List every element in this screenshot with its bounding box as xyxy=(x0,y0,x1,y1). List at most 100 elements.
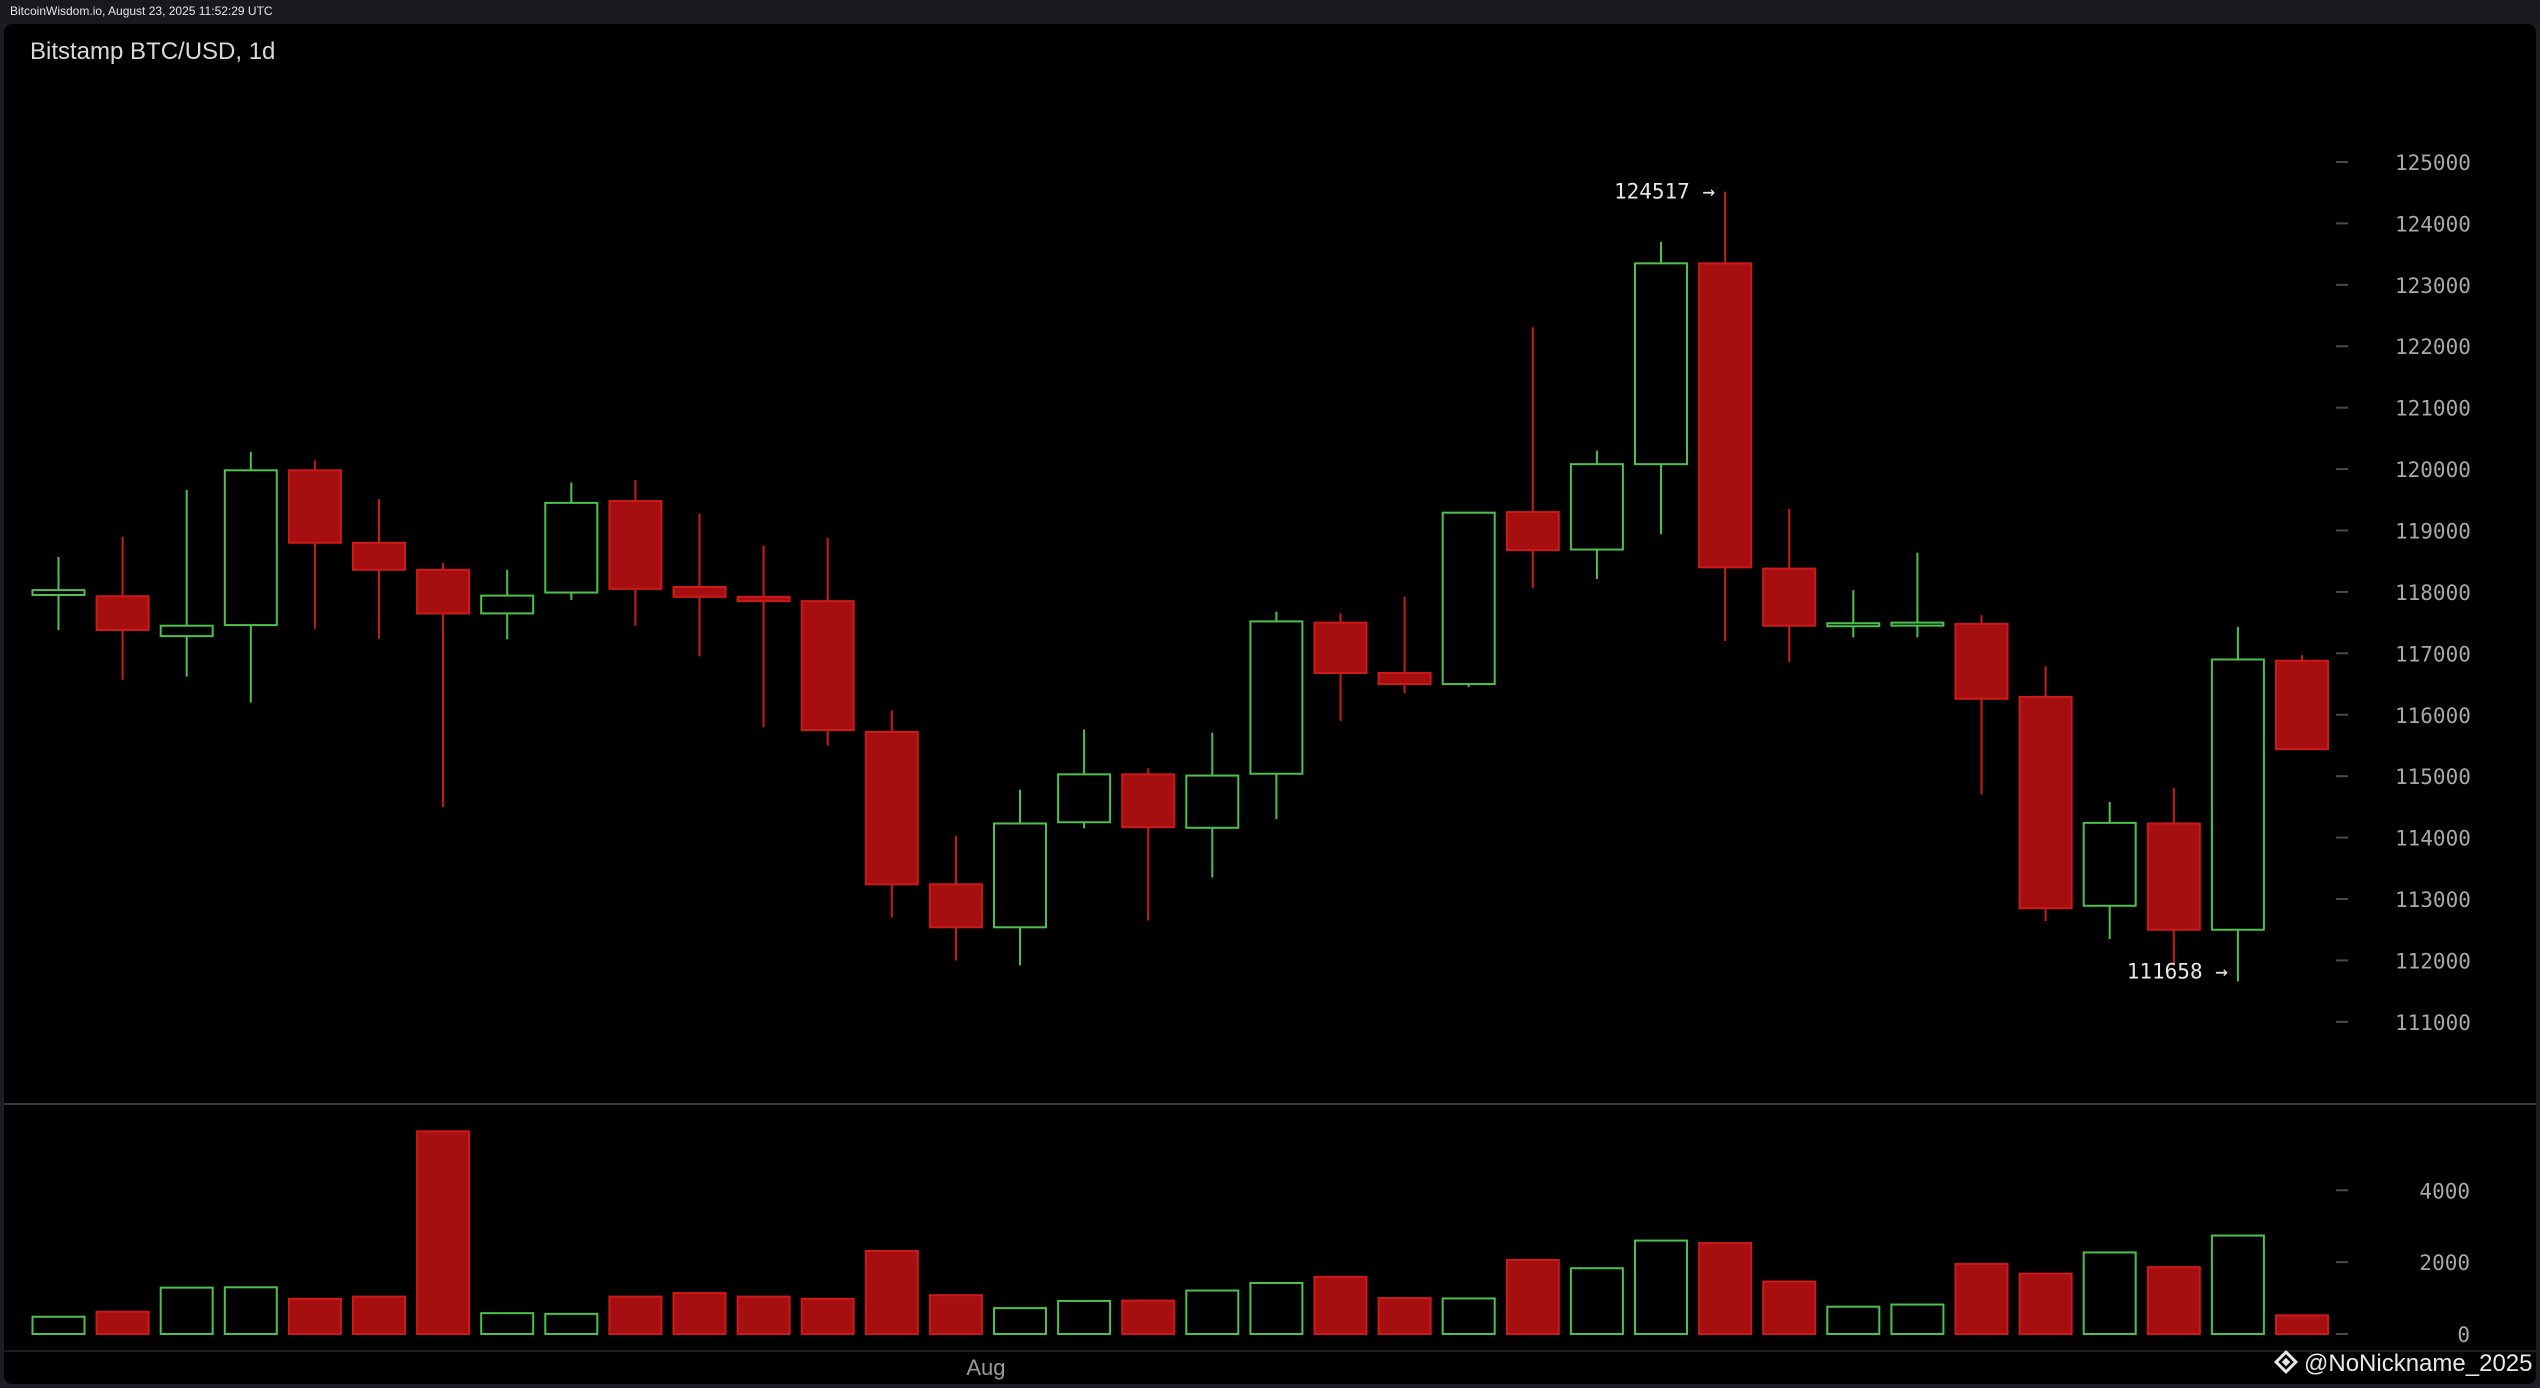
candle-body xyxy=(352,541,406,571)
volume-bar xyxy=(864,1249,919,1335)
candle-body xyxy=(993,822,1047,929)
price-tick-label: 120000 xyxy=(2395,458,2471,482)
volume-bar xyxy=(480,1312,535,1335)
volume-bar xyxy=(1826,1305,1881,1336)
candle xyxy=(993,789,1047,966)
volume-tick-label: 4000 xyxy=(2419,1179,2470,1203)
candle xyxy=(736,545,791,728)
candle-body xyxy=(480,594,535,615)
candle xyxy=(159,489,214,677)
candle xyxy=(1121,768,1176,921)
candle-body xyxy=(95,595,150,632)
candle-body xyxy=(1313,621,1368,674)
volume-bar xyxy=(672,1292,727,1335)
volume-bar xyxy=(1634,1239,1688,1336)
candle xyxy=(1377,596,1432,694)
volume-bar xyxy=(1954,1262,2009,1336)
volume-bar xyxy=(2018,1272,2073,1336)
volume-bar xyxy=(1569,1267,1624,1335)
candle xyxy=(1698,191,1753,642)
price-tick-label: 118000 xyxy=(2395,581,2471,605)
candle-body xyxy=(1698,262,1753,569)
volume-bar xyxy=(159,1286,214,1336)
candle xyxy=(2146,787,2201,966)
volume-tick-label: 2000 xyxy=(2419,1251,2470,1275)
candle-body xyxy=(544,501,599,594)
candle xyxy=(608,480,663,626)
candle-body xyxy=(416,568,471,615)
candlestick-chart[interactable]: Bitstamp BTC/USD, 1d 1110001120001130001… xyxy=(0,24,2540,1388)
price-tick-label: 112000 xyxy=(2395,949,2471,973)
price-tick-label: 123000 xyxy=(2395,274,2471,298)
candle-body xyxy=(736,595,791,603)
candle-body xyxy=(1634,262,1688,466)
candle xyxy=(672,513,727,657)
candle-body xyxy=(2210,658,2265,931)
price-annotation: 124517 → xyxy=(1614,180,1715,204)
volume-tick-label: 0 xyxy=(2457,1323,2470,1347)
candle xyxy=(352,499,406,639)
source-bar: BitcoinWisdom.io, August 23, 2025 11:52:… xyxy=(0,0,2540,24)
candle-body xyxy=(608,500,663,590)
watermark-handle: @NoNickname_2025 xyxy=(2304,1350,2532,1377)
candle xyxy=(2210,626,2265,982)
volume-bar xyxy=(1121,1299,1176,1335)
candle-body xyxy=(1890,621,1945,627)
price-axis: 111000 112000 113000 114000 115000 116000 1170… xyxy=(2336,151,2471,1035)
candle xyxy=(1249,611,1304,820)
candle xyxy=(1634,241,1688,535)
volume-bar xyxy=(95,1310,150,1336)
candle-body xyxy=(2018,695,2073,910)
volume-bar xyxy=(287,1297,342,1336)
candle-body xyxy=(1057,773,1112,824)
candle-body xyxy=(1954,622,2009,700)
volume-bar xyxy=(993,1307,1047,1335)
candle-body xyxy=(1249,620,1304,775)
volume-bar xyxy=(736,1295,791,1335)
volume-bar xyxy=(1698,1242,1753,1336)
candles xyxy=(31,191,2329,982)
candle-body xyxy=(1826,622,1881,628)
candle-body xyxy=(2275,659,2329,751)
price-tick-label: 114000 xyxy=(2395,827,2471,851)
volume-bar xyxy=(608,1295,663,1335)
candle-body xyxy=(1762,567,1817,627)
candle xyxy=(1890,552,1945,638)
price-tick-label: 115000 xyxy=(2395,765,2471,789)
volume-bar xyxy=(352,1295,406,1335)
candle xyxy=(287,460,342,629)
price-tick-label: 117000 xyxy=(2395,642,2471,666)
candle-body xyxy=(1121,773,1176,829)
candle xyxy=(1569,450,1624,580)
chart-title: Bitstamp BTC/USD, 1d xyxy=(30,38,275,65)
volume-bar xyxy=(1185,1289,1240,1336)
candle-body xyxy=(928,883,983,929)
volume-bars xyxy=(31,1130,2329,1336)
volume-bar xyxy=(2275,1314,2329,1336)
candle xyxy=(800,537,855,746)
price-tick-label: 119000 xyxy=(2395,520,2471,544)
price-tick-label: 125000 xyxy=(2395,151,2471,175)
volume-bar xyxy=(31,1315,86,1336)
volume-bar xyxy=(416,1130,471,1336)
volume-bar xyxy=(1313,1275,1368,1335)
candle-body xyxy=(1505,511,1560,552)
candle xyxy=(1762,509,1817,662)
date-axis: Aug xyxy=(966,1355,1005,1380)
candle-body xyxy=(1185,774,1240,829)
volume-bar xyxy=(1890,1303,1945,1336)
volume-bar xyxy=(2146,1266,2201,1336)
candle xyxy=(544,482,599,600)
price-annotation: 111658 → xyxy=(2127,959,2228,983)
volume-bar xyxy=(928,1294,983,1336)
candle-body xyxy=(223,469,278,627)
candle xyxy=(2082,801,2137,939)
candle xyxy=(2275,655,2329,751)
candle xyxy=(31,556,86,631)
volume-bar xyxy=(800,1297,855,1336)
price-tick-label: 111000 xyxy=(2395,1011,2471,1035)
volume-bar xyxy=(1441,1297,1496,1336)
candle-body xyxy=(287,469,342,544)
candle-body xyxy=(1441,511,1496,686)
candle xyxy=(223,451,278,703)
